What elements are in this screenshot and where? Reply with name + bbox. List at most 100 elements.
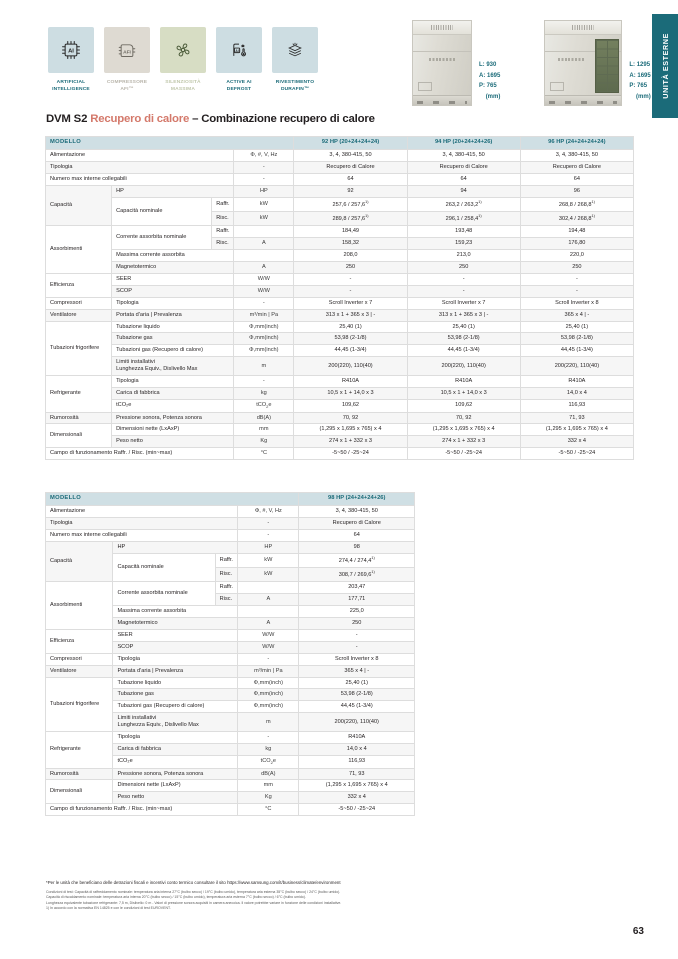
unit-brand-logo bbox=[429, 57, 455, 61]
cell-value: Scroll Inverter x 8 bbox=[298, 652, 415, 666]
cell-value: 176,80 bbox=[519, 236, 635, 250]
row-unit: m³/min | Pa bbox=[237, 664, 300, 678]
row-unit: tCO2e bbox=[237, 755, 300, 769]
cell-value: 14,0 x 4 bbox=[519, 387, 635, 401]
row-label: SEER bbox=[112, 628, 239, 642]
table-row: Peso netto Kg 274 x 1 + 332 x 3 274 x 1 + 3… bbox=[46, 435, 635, 449]
table-row: Campo di funzionamento Raffr. / Risc. (m… bbox=[44, 447, 635, 461]
table-row: Refrigerante Tipologia - R410A bbox=[44, 731, 415, 769]
cell-value: 220,0 bbox=[519, 248, 635, 262]
dimension-height: A: 1695 bbox=[479, 72, 501, 79]
row-unit: - bbox=[233, 172, 295, 186]
cell-value: 53,98 (2-1/8) bbox=[298, 688, 415, 702]
cell-value: 94 bbox=[406, 184, 521, 198]
cell-value: (1,295 x 1,695 x 765) x 4 bbox=[293, 423, 408, 437]
dimension-depth: P: 765 bbox=[479, 83, 497, 89]
cell-value: (1,295 x 1,695 x 765) x 4 bbox=[298, 779, 415, 793]
footnote-line: 1) In accordo con la normativa EN 14825 … bbox=[46, 906, 171, 911]
outdoor-unit-1295-image bbox=[544, 20, 623, 106]
durafin-coating-icon bbox=[272, 27, 318, 73]
row-unit: Φ,mm(inch) bbox=[237, 700, 300, 714]
cell-value: 365 x 4 | - bbox=[519, 308, 635, 322]
row-unit bbox=[233, 224, 295, 238]
svg-text:AI: AI bbox=[68, 49, 74, 55]
feature-active-ai-defrost: AI ACTIVE AI DEFROST bbox=[216, 27, 262, 94]
table-row: Dimensionali Dimensioni nette (LxAxP) mm (1… bbox=[44, 779, 415, 805]
row-label: tCO₂e bbox=[112, 755, 239, 769]
row-unit: mm bbox=[237, 779, 300, 793]
row-unit: m bbox=[237, 712, 300, 733]
product-outdoor-unit-930: L: 930 A: 1695 P: 765 (mm) bbox=[412, 20, 500, 106]
cell-value: 44,45 (1-3/4) bbox=[293, 344, 408, 358]
row-unit: - bbox=[233, 375, 295, 389]
cell-value: 10,5 x 1 + 14,0 x 3 bbox=[293, 387, 408, 401]
cell-value: 225,0 bbox=[298, 604, 415, 618]
row-sublabel: Risc. bbox=[211, 210, 235, 226]
cell-value: - bbox=[293, 284, 408, 298]
row-label: Tubazione liquido bbox=[112, 676, 239, 690]
row-unit: - bbox=[237, 731, 300, 745]
cell-value: - bbox=[406, 272, 521, 286]
table-row: Efficienza SEER W/W - - - bbox=[44, 272, 635, 298]
feature-label: COMPRESSORE AFI™ bbox=[106, 80, 148, 93]
row-label: Dimensioni nette (LxAxP) bbox=[111, 423, 235, 437]
cell-value: 92 bbox=[293, 184, 408, 198]
row-unit: A bbox=[233, 236, 295, 250]
row-unit: kW bbox=[237, 566, 300, 582]
row-group-label: Tubazioni frigorifere bbox=[44, 676, 114, 733]
table-row: Tubazioni frigorifere Tubazione liquido Φ,… bbox=[44, 676, 415, 733]
cell-value: 289,8 / 257,61) bbox=[293, 210, 408, 226]
cell-value: 10,5 x 1 + 14,0 x 3 bbox=[406, 387, 521, 401]
unit-access-panel bbox=[550, 82, 565, 91]
unit-grille-icon bbox=[431, 25, 453, 30]
cell-value: 250 bbox=[406, 260, 521, 274]
row-unit: m³/min | Pa bbox=[233, 308, 295, 322]
table-row: Ventilatore Portata d'aria | Prevalenza m³… bbox=[44, 664, 415, 678]
footnote-line: Condizioni di test: Capacità di raffredd… bbox=[46, 890, 341, 894]
cell-value: Scroll Inverter x 7 bbox=[293, 296, 408, 310]
dimension-length: L: 1295 bbox=[629, 62, 651, 68]
table-row: Capacità nominale Raffr. kW 274,4 / 274,41) bbox=[46, 552, 415, 582]
page-number: 63 bbox=[632, 926, 644, 937]
row-unit: tCO2e bbox=[233, 399, 295, 413]
feature-label: SILENZIOSITÀ MASSIMA bbox=[165, 80, 201, 93]
table-row: Risc. kW 289,8 / 257,61) 296,1 / 258,41) 302… bbox=[46, 210, 635, 226]
row-sublabel: Raffr. bbox=[211, 196, 235, 212]
row-unit bbox=[233, 248, 295, 262]
section-tab-unita-esterne: UNITÀ ESTERNE bbox=[652, 14, 678, 118]
row-unit: kW bbox=[233, 210, 295, 226]
page-title-part2: – Combinazione recupero di calore bbox=[189, 113, 375, 125]
cell-value: 71, 93 bbox=[298, 767, 415, 781]
svg-text:AFI: AFI bbox=[123, 49, 131, 55]
row-label: Carica di fabbrica bbox=[111, 387, 235, 401]
row-label: tCO₂e bbox=[111, 399, 235, 413]
outdoor-unit-930-dimensions: L: 930 A: 1695 P: 765 (mm) bbox=[479, 60, 500, 106]
row-label: Tipologia bbox=[111, 296, 235, 310]
unit-brand-logo bbox=[558, 57, 585, 61]
row-sublabel: Raffr. bbox=[214, 552, 239, 568]
cell-value: -5~50 / -25~24 bbox=[406, 447, 521, 461]
cell-value: -5~50 / -25~24 bbox=[298, 803, 415, 817]
row-sublabel: Raffr. bbox=[214, 580, 239, 594]
row-group-label: Campo di funzionamento Raffr. / Risc. (m… bbox=[44, 803, 239, 817]
cell-value: 208,0 bbox=[293, 248, 408, 262]
row-sublabel: Risc. bbox=[214, 566, 239, 582]
table-row: Tubazioni gas (Recupero di calore) Φ,mm(i… bbox=[46, 700, 415, 714]
row-label: Tipologia bbox=[112, 652, 239, 666]
row-unit: kW bbox=[233, 196, 295, 212]
cell-value: 296,1 / 258,41) bbox=[406, 210, 521, 226]
table-row: Alimentazione Φ, #, V, Hz 3, 4, 380-415, 5… bbox=[44, 149, 635, 162]
footnote-line: Lunghezza equivalente tubazione refriger… bbox=[46, 900, 342, 905]
row-group-label: Efficienza bbox=[44, 272, 113, 298]
cell-value: 184,49 bbox=[293, 224, 408, 238]
row-unit: HP bbox=[237, 540, 300, 554]
table-header-model: 98 HP (24+24+24+26) bbox=[298, 492, 415, 506]
row-unit: m bbox=[233, 356, 295, 377]
table-row: SCOP W/W - - - bbox=[46, 284, 635, 298]
row-label: Capacità nominale bbox=[111, 196, 213, 226]
cell-value: (1,295 x 1,695 x 765) x 4 bbox=[406, 423, 521, 437]
unit-feet bbox=[549, 101, 618, 104]
table-row: Refrigerante Tipologia - R410A R410A R410A bbox=[44, 375, 635, 413]
outdoor-unit-930-image bbox=[412, 20, 472, 106]
row-unit: W/W bbox=[237, 640, 300, 654]
